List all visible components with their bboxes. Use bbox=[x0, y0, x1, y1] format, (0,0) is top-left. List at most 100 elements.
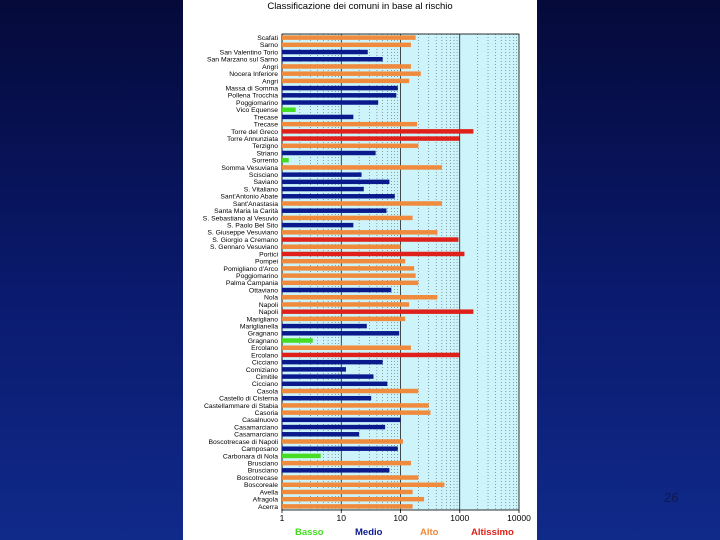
bar-5 bbox=[282, 64, 411, 69]
bar-55 bbox=[282, 424, 386, 430]
category-label-55: Casamarciano bbox=[234, 424, 278, 431]
bar-50 bbox=[282, 388, 419, 394]
category-label-61: Brusciano bbox=[248, 468, 278, 475]
category-label-22: S. Vitaliano bbox=[244, 186, 278, 193]
x-tick-label-10000: 10000 bbox=[507, 513, 531, 523]
bar-35 bbox=[282, 280, 419, 286]
bar-54 bbox=[282, 417, 401, 423]
category-label-27: S. Paolo Bel Sito bbox=[227, 223, 278, 230]
category-label-26: S. Sebastiano al Vesuvio bbox=[203, 215, 278, 222]
category-label-29: S. Giorgio a Cremano bbox=[212, 237, 278, 244]
bar-41 bbox=[282, 323, 367, 329]
legend-basso: Basso bbox=[295, 527, 324, 538]
bar-61 bbox=[282, 468, 390, 473]
legend-alto: Alto bbox=[420, 527, 439, 538]
category-label-52: Castellammare di Stabia bbox=[204, 403, 278, 410]
category-label-48: Cimitile bbox=[256, 374, 278, 381]
bar-40 bbox=[282, 316, 406, 322]
category-label-47: Comiziano bbox=[246, 367, 278, 374]
bar-49 bbox=[282, 381, 388, 387]
category-label-40: Marigliano bbox=[247, 316, 279, 323]
slide-number: 26 bbox=[664, 490, 679, 505]
category-label-65: Afragola bbox=[253, 497, 279, 504]
bar-48 bbox=[282, 374, 374, 379]
category-label-58: Camposano bbox=[241, 446, 278, 453]
category-label-9: Pollena Trocchia bbox=[228, 93, 278, 100]
bar-29 bbox=[282, 237, 459, 242]
bar-59 bbox=[282, 453, 321, 459]
category-label-7: Angri bbox=[262, 78, 278, 85]
bar-56 bbox=[282, 432, 360, 437]
category-label-5: Angri bbox=[262, 64, 278, 71]
bar-52 bbox=[282, 403, 429, 408]
bar-6 bbox=[282, 71, 421, 76]
category-label-37: Nola bbox=[264, 295, 278, 302]
category-label-33: Pomigliano d'Arco bbox=[223, 266, 278, 273]
bar-10 bbox=[282, 100, 379, 105]
bar-34 bbox=[282, 273, 416, 278]
bar-32 bbox=[282, 258, 406, 264]
category-label-56: Casamarciano bbox=[234, 432, 278, 439]
bar-51 bbox=[282, 395, 372, 401]
bar-19 bbox=[282, 165, 442, 170]
category-label-34: Poggiomarino bbox=[236, 273, 278, 280]
bar-58 bbox=[282, 446, 398, 451]
category-label-28: S. Giuseppe Vesuviano bbox=[207, 230, 278, 237]
bar-15 bbox=[282, 136, 460, 141]
category-label-8: Massa di Somma bbox=[225, 85, 278, 92]
category-label-43: Gragnano bbox=[248, 338, 278, 345]
category-label-24: Sant'Anastasia bbox=[233, 201, 278, 208]
bar-28 bbox=[282, 230, 438, 235]
bar-16 bbox=[282, 143, 419, 149]
bar-2 bbox=[282, 42, 411, 48]
category-label-62: Boscotrecase bbox=[237, 475, 278, 482]
bar-63 bbox=[282, 482, 445, 487]
category-label-18: Sorrento bbox=[252, 158, 278, 165]
x-tick-label-1: 1 bbox=[280, 513, 285, 523]
bar-27 bbox=[282, 222, 354, 228]
category-label-35: Palma Campania bbox=[226, 280, 278, 287]
category-label-44: Ercolano bbox=[251, 345, 278, 352]
bar-60 bbox=[282, 460, 411, 466]
bar-38 bbox=[282, 302, 410, 307]
bar-4 bbox=[282, 57, 383, 62]
category-label-31: Portici bbox=[259, 251, 278, 258]
bar-13 bbox=[282, 121, 418, 127]
category-label-4: San Marzano sul Sarno bbox=[207, 57, 278, 64]
bar-36 bbox=[282, 287, 392, 293]
x-tick-label-1000: 1000 bbox=[450, 513, 469, 523]
bar-22 bbox=[282, 186, 364, 192]
category-label-11: Vico Equense bbox=[236, 107, 278, 114]
bar-37 bbox=[282, 295, 438, 300]
category-label-6: Nocera Inferiore bbox=[229, 71, 278, 78]
category-label-54: Casalnuovo bbox=[242, 417, 278, 424]
bar-57 bbox=[282, 439, 403, 444]
bar-9 bbox=[282, 93, 397, 98]
bar-18 bbox=[282, 157, 289, 163]
chart-panel: Classificazione dei comuni in base al ri… bbox=[183, 0, 537, 540]
category-label-64: Avella bbox=[260, 489, 279, 496]
category-label-57: Boscotrecase di Napoli bbox=[208, 439, 278, 446]
category-label-3: San Valentino Torio bbox=[220, 49, 279, 56]
category-label-53: Casoria bbox=[255, 410, 279, 417]
category-label-32: Pompei bbox=[255, 259, 279, 266]
category-label-1: Scafati bbox=[257, 35, 278, 42]
category-label-21: Saviano bbox=[253, 179, 278, 186]
bar-23 bbox=[282, 194, 395, 199]
risk-chart: Classificazione dei comuni in base al ri… bbox=[203, 1, 531, 538]
category-label-14: Torre del Greco bbox=[231, 129, 278, 136]
category-label-50: Casola bbox=[257, 388, 278, 395]
category-label-63: Boscoreale bbox=[244, 482, 278, 489]
bar-31 bbox=[282, 251, 465, 257]
bar-42 bbox=[282, 331, 400, 336]
bar-12 bbox=[282, 114, 354, 120]
category-label-23: Sant'Antonio Abate bbox=[220, 194, 278, 201]
bar-44 bbox=[282, 345, 411, 350]
category-label-20: Scisciano bbox=[249, 172, 278, 179]
category-label-16: Terzigno bbox=[252, 143, 278, 150]
category-label-51: Castello di Cisterna bbox=[219, 396, 278, 403]
bar-7 bbox=[282, 78, 410, 84]
category-label-59: Carbonara di Nola bbox=[223, 453, 278, 460]
bar-26 bbox=[282, 215, 413, 221]
